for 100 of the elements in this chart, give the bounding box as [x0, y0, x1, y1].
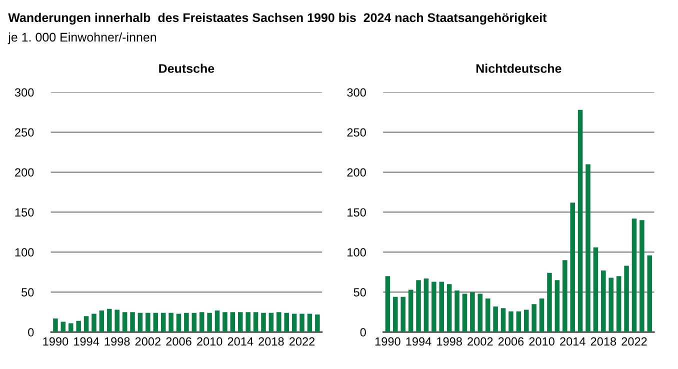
- bar: [238, 312, 243, 332]
- bar: [153, 312, 158, 332]
- bar: [107, 308, 112, 332]
- bar: [400, 296, 406, 332]
- bar: [432, 282, 436, 332]
- bar: [84, 316, 89, 332]
- bar: [99, 310, 104, 332]
- bar: [632, 218, 637, 332]
- y-tick-label: 250: [347, 128, 366, 137]
- y-tick-label: 300: [14, 88, 34, 97]
- bar: [130, 312, 135, 332]
- y-tick-label: 200: [347, 168, 366, 177]
- bar: [439, 282, 444, 332]
- bar: [160, 312, 166, 332]
- bar: [222, 312, 228, 332]
- x-tick-label: 2018: [590, 337, 616, 346]
- bar: [508, 311, 514, 332]
- bar: [485, 298, 490, 332]
- bar: [570, 202, 575, 332]
- bar: [146, 312, 150, 332]
- bar: [276, 312, 282, 332]
- bar: [493, 306, 498, 332]
- bar: [53, 318, 58, 332]
- bar: [500, 308, 506, 332]
- x-tick-label: 2002: [135, 337, 160, 346]
- x-tick-label: 2010: [529, 337, 554, 346]
- y-tick-label: 0: [28, 328, 34, 336]
- bar: [408, 290, 414, 332]
- bar: [593, 247, 598, 332]
- bar: [268, 312, 274, 332]
- bar: [516, 311, 522, 332]
- bar: [562, 260, 568, 332]
- bar: [246, 312, 250, 332]
- bar: [60, 322, 66, 332]
- bar: [462, 294, 468, 332]
- y-tick-label: 50: [354, 288, 366, 297]
- bar: [647, 255, 652, 332]
- bar: [454, 290, 460, 332]
- bar: [199, 312, 204, 332]
- x-tick-label: 2022: [289, 337, 315, 346]
- text: je 1. 000 Einwohner/-innen: [8, 32, 156, 44]
- bar: [393, 296, 398, 332]
- bar: [176, 314, 182, 332]
- bar: [578, 110, 583, 332]
- bar: [284, 312, 289, 332]
- bar: [192, 312, 197, 332]
- bar: [539, 298, 544, 332]
- bar: [184, 312, 189, 332]
- bar: [547, 272, 552, 332]
- bar: [586, 164, 590, 332]
- x-tick-label: 1994: [74, 337, 100, 346]
- x-tick-label: 1998: [437, 337, 462, 346]
- bar: [532, 304, 536, 332]
- bar: [122, 312, 128, 332]
- bar: [292, 314, 297, 332]
- bar: [478, 294, 483, 332]
- bar: [207, 312, 212, 332]
- bar: [640, 220, 644, 332]
- x-tick-label: 1990: [375, 337, 400, 346]
- y-tick-label: 100: [15, 248, 34, 257]
- x-tick-label: 2002: [468, 337, 493, 346]
- y-tick-label: 0: [360, 328, 366, 336]
- bar: [608, 278, 614, 332]
- bar: [424, 278, 429, 332]
- bar: [214, 310, 220, 332]
- x-tick-label: 2018: [258, 337, 284, 346]
- bar: [168, 312, 174, 332]
- y-tick-label: 200: [15, 168, 34, 177]
- chart-title: Nichtdeutsche: [476, 64, 562, 73]
- y-tick-label: 150: [15, 208, 34, 217]
- x-tick-label: 2014: [228, 337, 254, 346]
- bar: [446, 284, 452, 332]
- bar: [616, 276, 622, 332]
- x-tick-label: 1994: [406, 337, 432, 346]
- bar: [601, 270, 606, 332]
- bar: [261, 312, 266, 332]
- x-tick-label: 1990: [43, 337, 68, 346]
- bar: [554, 280, 560, 332]
- bar: [68, 323, 74, 332]
- bar: [300, 314, 304, 332]
- bar: [307, 314, 312, 332]
- x-tick-label: 2006: [166, 337, 192, 346]
- bar: [624, 266, 629, 332]
- bar: [416, 280, 421, 332]
- chart-title: Deutsche: [159, 64, 214, 73]
- bar: [315, 314, 320, 332]
- bar: [470, 292, 475, 332]
- y-tick-label: 250: [15, 128, 34, 137]
- text: Wanderungen innerhalb des Freistaates Sachsen 1990 bis 2024 nach Staatsangehörigkeit: [8, 12, 547, 25]
- x-tick-label: 2006: [498, 337, 524, 346]
- bar: [524, 310, 529, 332]
- bar: [253, 312, 258, 332]
- y-tick-label: 50: [22, 288, 34, 297]
- bar: [92, 314, 96, 332]
- y-tick-label: 100: [348, 248, 366, 257]
- x-tick-label: 1998: [104, 337, 130, 346]
- x-tick-label: 2014: [560, 337, 586, 346]
- bar: [138, 312, 143, 332]
- bar: [76, 320, 81, 332]
- bar: [385, 276, 390, 332]
